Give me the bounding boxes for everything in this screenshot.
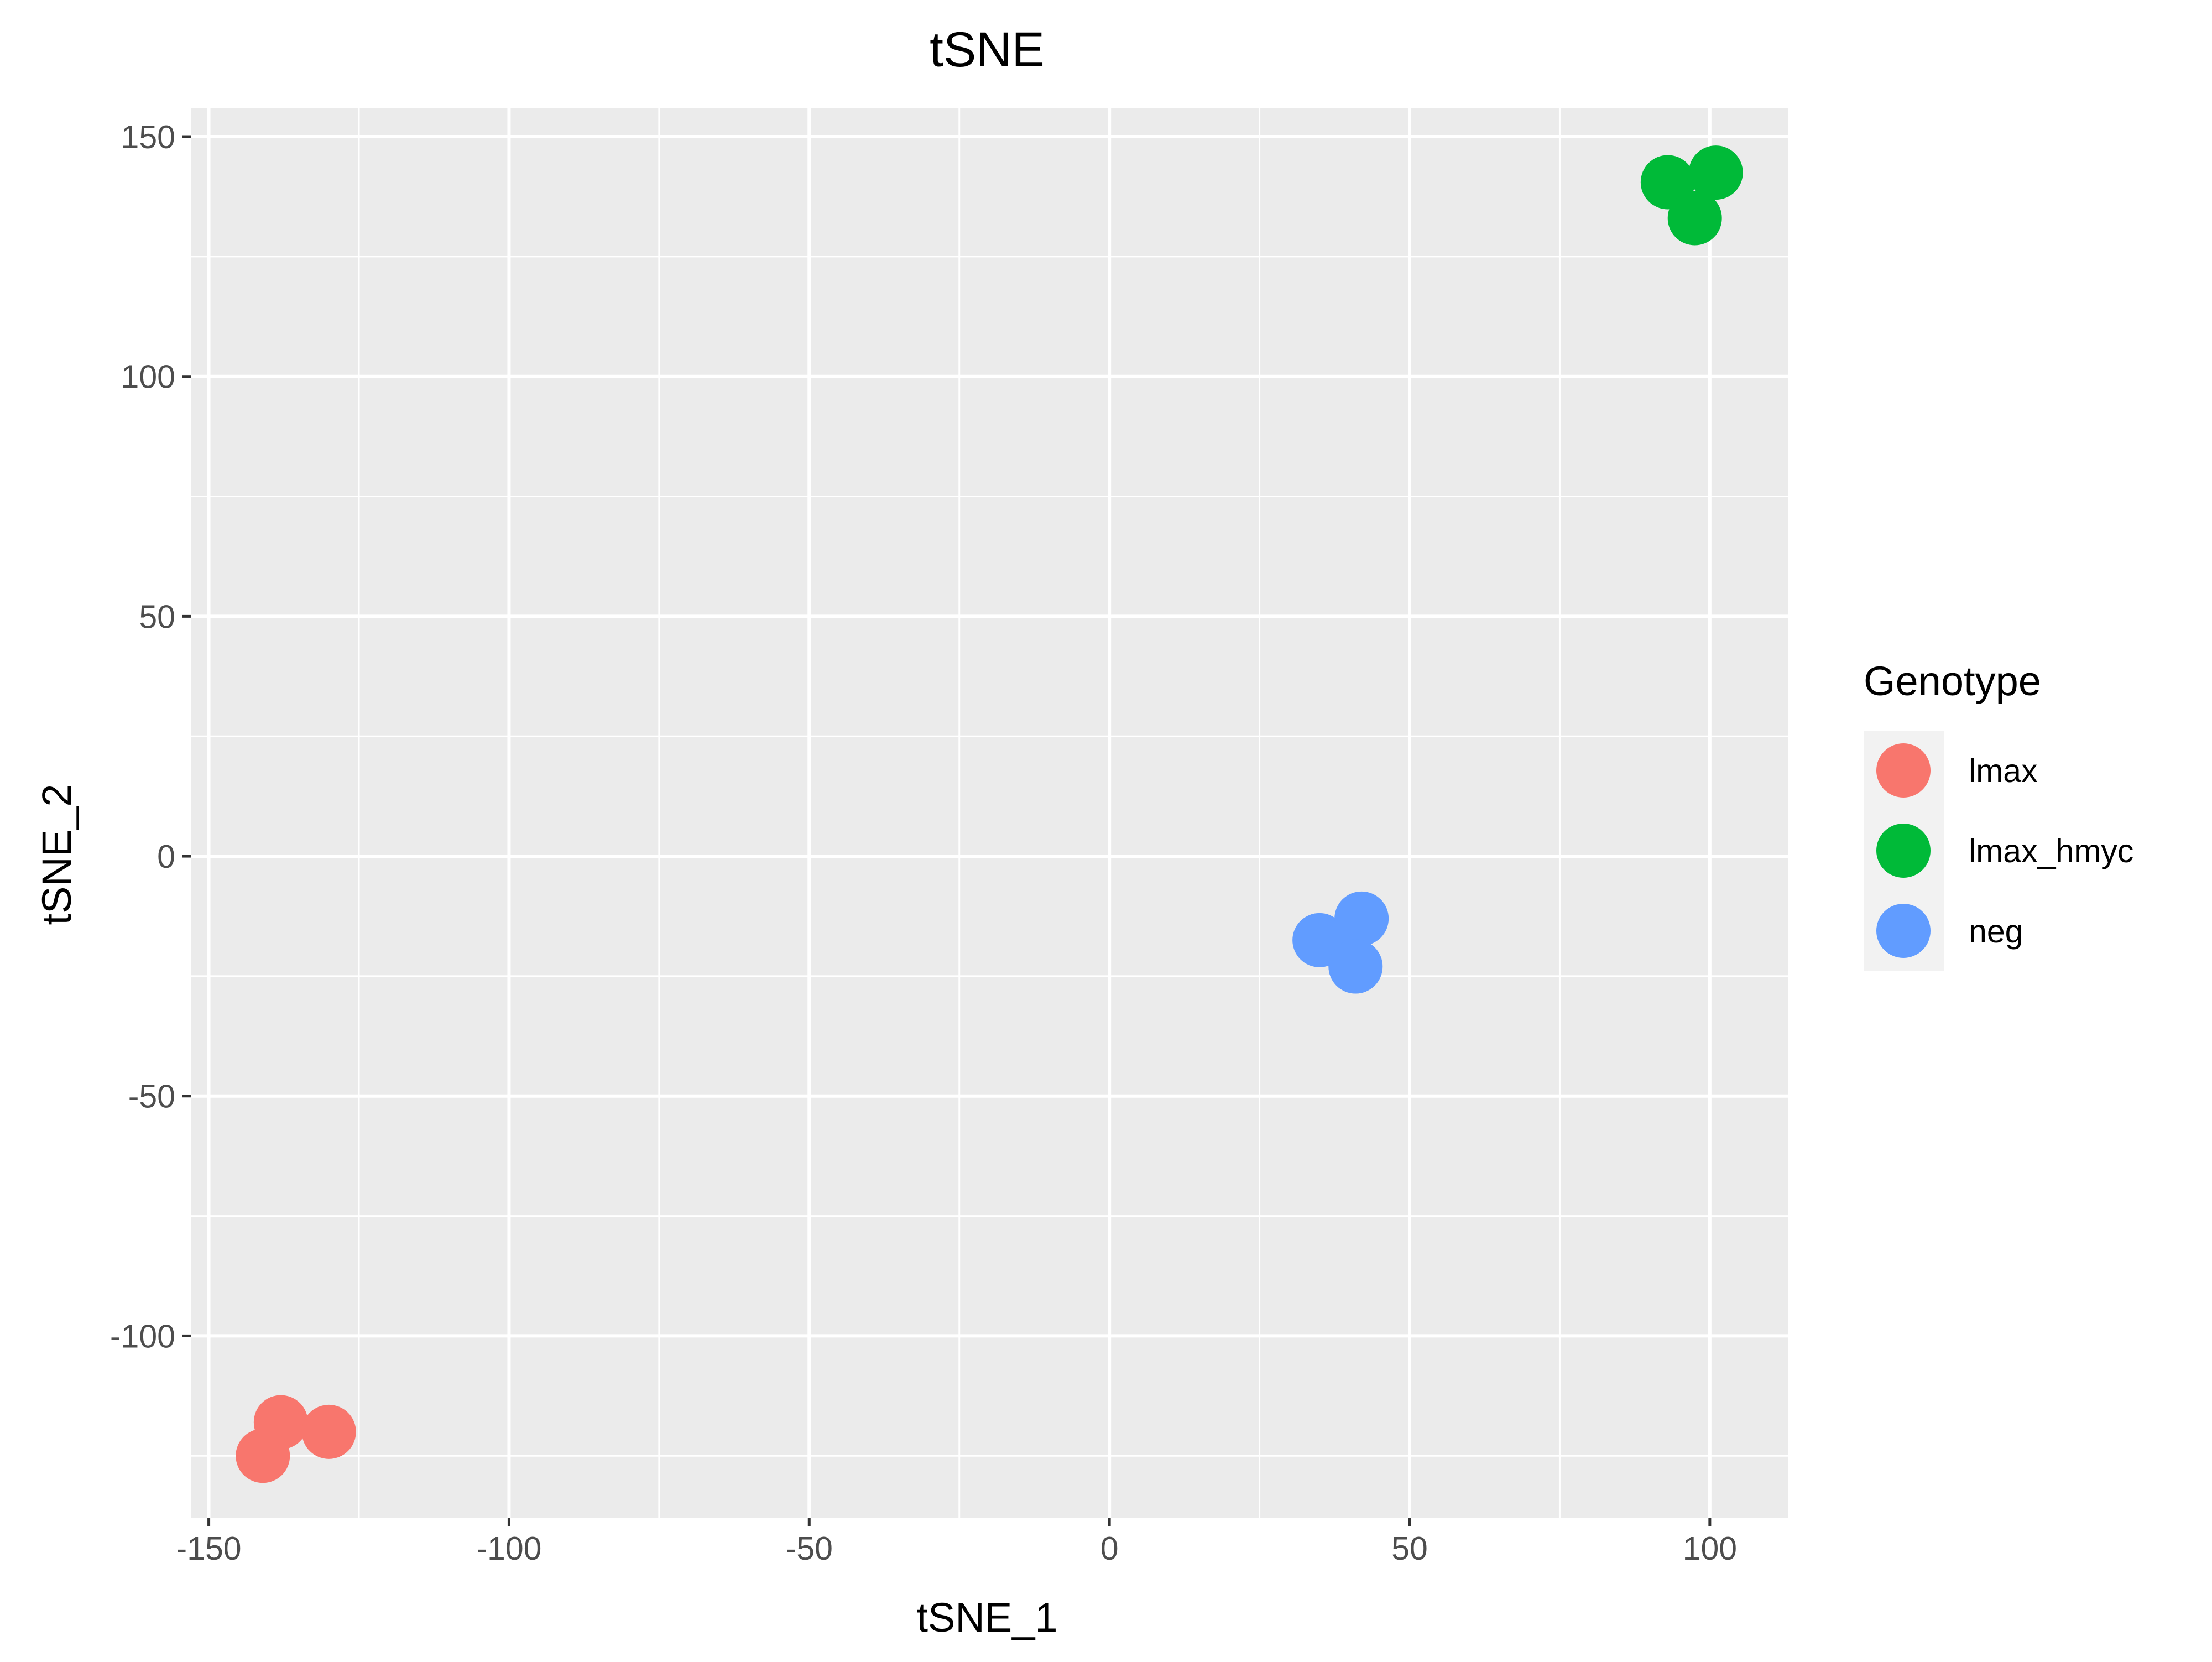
y-tick-label: 150 [121, 119, 175, 155]
x-tick-label: 50 [1391, 1530, 1428, 1567]
data-points [236, 145, 1743, 1483]
legend-label-neg: neg [1969, 913, 2023, 950]
y-axis: -100 -50 0 50 100 150 [110, 119, 191, 1354]
plot-panel [191, 108, 1788, 1518]
x-axis-title: tSNE_1 [916, 1595, 1057, 1640]
y-tick-label: -100 [110, 1318, 175, 1354]
y-axis-title: tSNE_2 [34, 784, 80, 925]
x-tick-label: -100 [476, 1530, 541, 1567]
legend-key-lmax_hmyc [1876, 824, 1931, 878]
data-point-neg [1328, 939, 1383, 994]
legend-label-lmax_hmyc: lmax_hmyc [1969, 833, 2133, 869]
y-tick-label: 100 [121, 359, 175, 395]
x-axis: -150 -100 -50 0 50 100 [176, 1518, 1737, 1567]
chart-title: tSNE [930, 22, 1045, 77]
legend-title: Genotype [1864, 658, 2041, 704]
legend-key-lmax [1876, 743, 1931, 798]
y-tick-label: 0 [157, 838, 175, 875]
x-tick-label: -50 [786, 1530, 833, 1567]
data-point-neg [1334, 891, 1389, 946]
x-tick-label: 100 [1683, 1530, 1737, 1567]
data-point-lmax [236, 1429, 290, 1483]
legend-label-lmax: lmax [1969, 753, 2038, 789]
y-tick-label: 50 [139, 598, 175, 635]
data-point-lmax [301, 1404, 356, 1459]
minor-gridlines [191, 108, 1788, 1518]
data-point-lmax_hmyc [1688, 145, 1743, 200]
x-tick-label: -150 [176, 1530, 242, 1567]
major-gridlines [191, 108, 1788, 1518]
data-point-lmax_hmyc [1667, 191, 1722, 246]
x-tick-label: 0 [1100, 1530, 1119, 1567]
y-tick-label: -50 [128, 1079, 175, 1115]
legend-key-neg [1876, 904, 1931, 958]
